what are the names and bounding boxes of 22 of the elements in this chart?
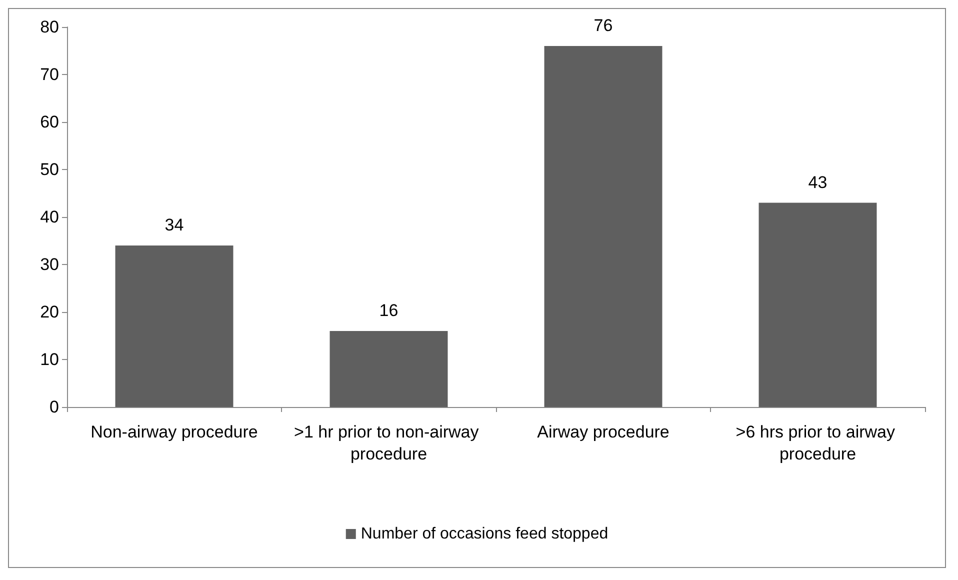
y-tick-label: 10 bbox=[40, 350, 59, 369]
y-tick-label: 20 bbox=[40, 302, 59, 322]
data-label: 76 bbox=[594, 16, 613, 35]
bar bbox=[330, 331, 448, 407]
x-tick-label: Airway procedure bbox=[537, 422, 670, 442]
bar bbox=[758, 202, 877, 407]
x-tick-label: >1 hr prior to non-airway procedure bbox=[294, 422, 484, 464]
x-tick-label: Non-airway procedure bbox=[90, 422, 258, 442]
y-tick-label: 70 bbox=[40, 65, 59, 84]
data-label: 43 bbox=[808, 172, 828, 192]
y-tick-label: 80 bbox=[40, 18, 59, 36]
bar bbox=[544, 46, 662, 407]
y-tick-label: 60 bbox=[40, 112, 59, 132]
y-tick-label: 40 bbox=[40, 208, 59, 226]
y-tick-label: 50 bbox=[40, 160, 59, 179]
data-label: 16 bbox=[379, 301, 398, 320]
legend-label: Number of occasions feed stopped bbox=[360, 526, 608, 542]
y-tick-label: 0 bbox=[50, 398, 59, 416]
y-tick-label: 30 bbox=[40, 255, 59, 274]
bar bbox=[115, 246, 234, 407]
data-label: 34 bbox=[164, 216, 184, 234]
x-tick-label: >6 hrs prior to airway procedure bbox=[736, 422, 900, 464]
